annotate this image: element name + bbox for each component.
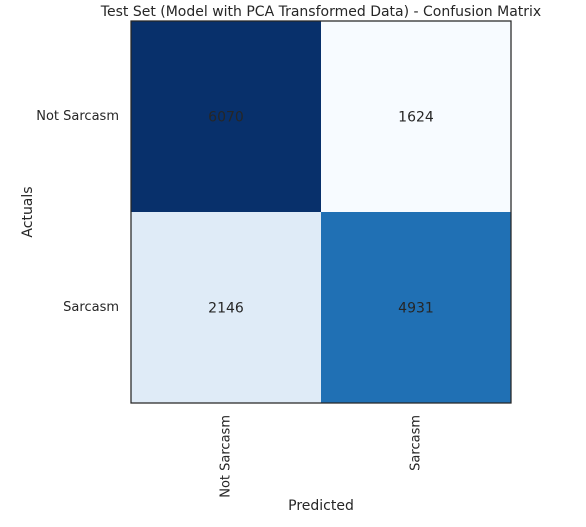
y-tick-labels: Not Sarcasm Sarcasm <box>36 109 119 315</box>
y-axis-label: Actuals <box>20 186 36 237</box>
plot-frame <box>130 20 512 404</box>
x-tick-labels: Not Sarcasm Sarcasm <box>219 415 424 498</box>
cell-value-labels: 6070 1624 2146 4931 <box>208 110 434 317</box>
y-tick-label: Sarcasm <box>63 300 119 315</box>
cell-value-label: 6070 <box>208 110 244 126</box>
heatmap-cell-r1-c0 <box>131 212 321 403</box>
x-tick-label: Sarcasm <box>409 415 424 471</box>
chart-title: Test Set (Model with PCA Transformed Dat… <box>100 4 541 20</box>
heatmap-cell-r0-c0 <box>131 21 321 212</box>
heatmap-cell-r0-c1 <box>321 21 511 212</box>
heatmap-cell-r1-c1 <box>321 212 511 403</box>
cell-value-label: 1624 <box>398 110 434 126</box>
cell-value-label: 4931 <box>398 301 434 317</box>
x-tick-label: Not Sarcasm <box>219 415 234 498</box>
x-axis-label: Predicted <box>288 498 354 514</box>
cell-value-label: 2146 <box>208 301 244 317</box>
heatmap-cells <box>131 21 511 403</box>
y-tick-label: Not Sarcasm <box>36 109 119 124</box>
